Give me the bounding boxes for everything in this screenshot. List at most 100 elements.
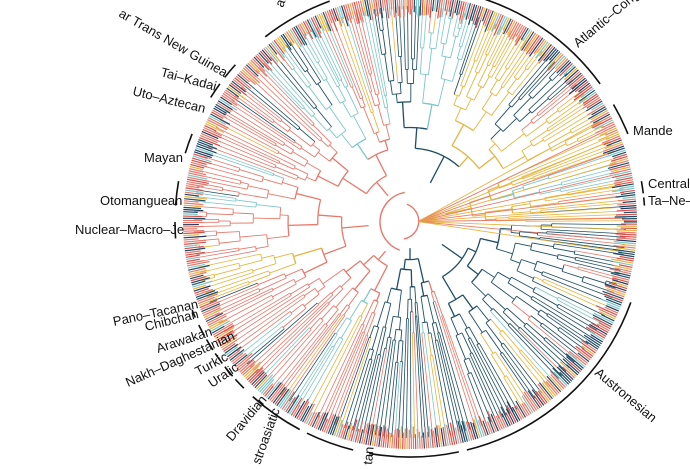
tip-mark [308, 18, 320, 39]
tip-mark [608, 282, 628, 290]
branch [294, 167, 309, 175]
branch [453, 95, 458, 106]
tip-mark [187, 174, 208, 180]
branch-arc [482, 293, 489, 300]
branch [422, 74, 427, 104]
branch [307, 315, 361, 413]
tip-mark [231, 80, 246, 93]
family-label-mayan: Mayan [144, 150, 183, 165]
tip-mark [480, 7, 486, 21]
branch [574, 250, 623, 260]
tip-mark [545, 380, 558, 396]
tip-mark [585, 100, 603, 112]
branch [240, 86, 283, 121]
branch [454, 107, 462, 121]
tip-mark [449, 0, 454, 17]
tip-mark [241, 69, 257, 84]
branch [463, 60, 476, 88]
branch [531, 98, 549, 114]
branch [503, 342, 543, 394]
tip-mark [445, 0, 450, 16]
tip-mark [403, 0, 405, 17]
family-label-central-sudanic: Central S [648, 176, 690, 191]
branch [345, 15, 371, 93]
long-branch [417, 206, 624, 223]
branch-arc [352, 287, 359, 293]
long-branch [417, 131, 605, 222]
tip-mark [513, 406, 523, 420]
branch [360, 303, 368, 317]
tip-mark [211, 111, 224, 120]
branch [348, 292, 359, 306]
family-bracket [224, 366, 234, 377]
branch-arc [486, 64, 490, 67]
branch [420, 282, 425, 297]
tip-mark [305, 412, 313, 425]
branch [267, 193, 296, 200]
family-label-austronesian: Austronesian [592, 365, 660, 425]
tip-mark [611, 258, 634, 264]
tip-mark [183, 234, 200, 237]
branch [532, 295, 595, 335]
branch [355, 12, 373, 74]
tip-mark [228, 349, 241, 360]
tip-mark [245, 64, 259, 77]
tip-mark [291, 27, 303, 46]
tip-mark [549, 376, 563, 391]
tip-mark [230, 82, 247, 96]
branch [478, 343, 518, 410]
branch [506, 307, 526, 325]
branch-arc [507, 323, 511, 326]
tip-mark [415, 0, 418, 15]
branch [451, 124, 465, 146]
tip-mark [555, 58, 569, 72]
tip-mark [436, 425, 441, 448]
tip-mark [186, 258, 200, 263]
branch [372, 112, 380, 132]
tip-mark [528, 36, 542, 55]
branch-arc [274, 165, 277, 169]
branch [460, 12, 466, 30]
tip-mark [315, 412, 325, 429]
branch [282, 46, 312, 86]
branch-arc [577, 266, 579, 270]
branch-arc [339, 336, 344, 340]
tip-mark [269, 383, 284, 401]
tip-mark [474, 6, 482, 26]
branch-arc [450, 313, 460, 319]
tip-mark [458, 1, 465, 21]
tip-mark [537, 44, 552, 62]
tip-mark [556, 59, 570, 74]
tip-mark [602, 290, 624, 300]
branch [459, 313, 468, 329]
branch [512, 211, 531, 214]
tip-mark [568, 79, 588, 95]
branch [577, 125, 604, 140]
branch-arc [272, 120, 275, 123]
branch-arc [533, 261, 538, 271]
branch-arc [488, 148, 504, 169]
tip-mark [383, 0, 387, 12]
tip-mark [293, 26, 306, 46]
branch-arc [529, 201, 531, 207]
tip-mark [612, 260, 633, 266]
branch [303, 107, 313, 117]
long-branch [417, 151, 613, 223]
tip-mark [537, 383, 552, 401]
branch [359, 354, 379, 433]
tip-mark [333, 416, 342, 437]
branch [373, 8, 383, 55]
tip-mark [234, 77, 246, 87]
branch [288, 332, 336, 402]
branch-arc [309, 327, 312, 330]
family-bracket [191, 309, 197, 318]
tip-mark [622, 200, 637, 204]
branch [429, 355, 443, 436]
tip-mark [324, 11, 334, 32]
tip-mark [574, 84, 592, 98]
tip-mark [193, 153, 208, 159]
branch-arc [569, 129, 573, 134]
branch [323, 245, 347, 256]
branch [440, 56, 447, 79]
branch-arc [573, 250, 576, 255]
